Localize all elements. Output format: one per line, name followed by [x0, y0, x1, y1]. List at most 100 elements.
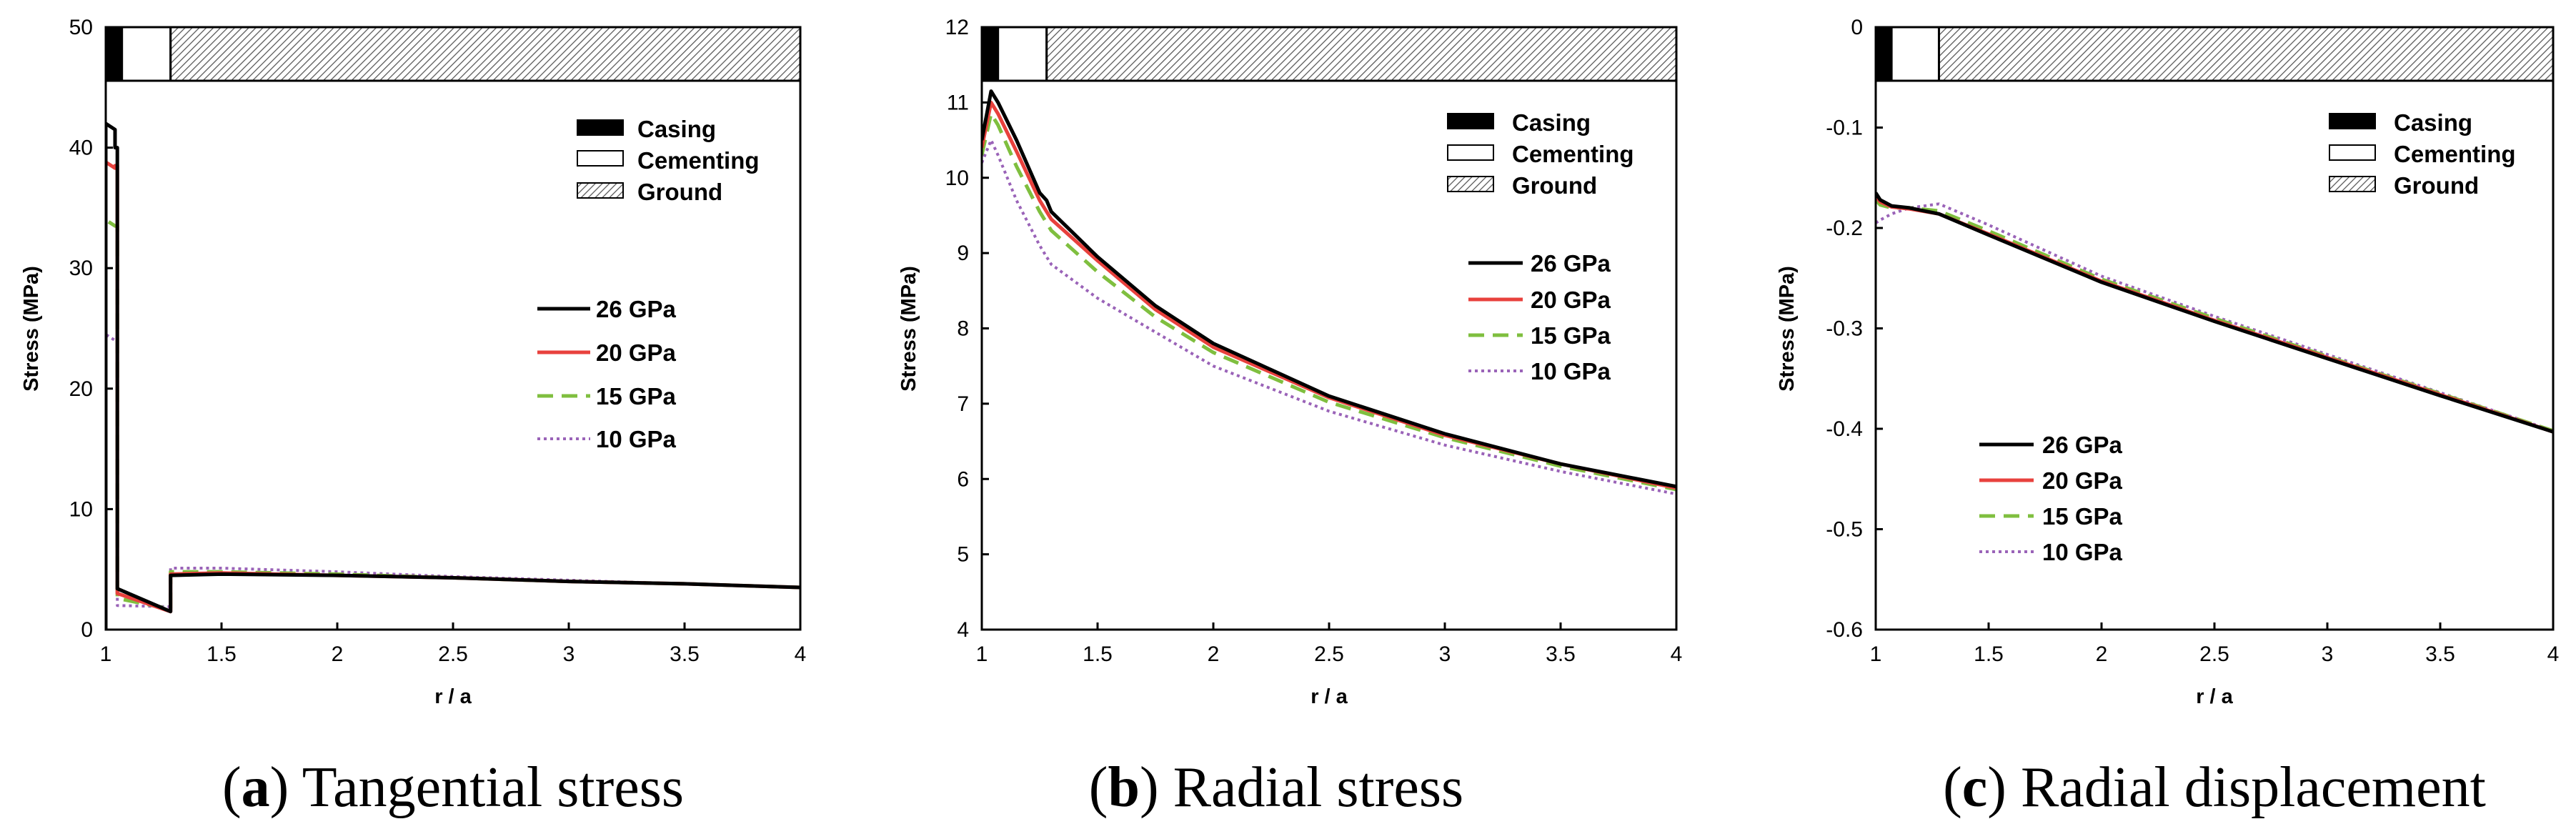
legend-label-26gpa: 26 GPa — [1531, 250, 1611, 277]
legend-label-20gpa: 20 GPa — [1531, 287, 1611, 313]
x-tick-label: 1.5 — [1974, 642, 2004, 666]
legend-label-ground: Ground — [1512, 172, 1597, 199]
legend-label-26gpa: 26 GPa — [596, 296, 677, 322]
panel-c-material-legend: Casing Cementing Ground — [2329, 109, 2516, 199]
y-tick-label: 0 — [1851, 16, 1863, 39]
material-bar-casing — [1874, 26, 1893, 82]
x-tick-label: 2.5 — [438, 642, 468, 666]
panel-c-series-legend: 26 GPa 20 GPa 15 GPa 10 GPa — [1979, 432, 2123, 565]
legend-label-ground: Ground — [637, 179, 722, 205]
panel-c-material-bars — [1874, 26, 2555, 82]
x-tick-label: 2 — [2096, 642, 2108, 666]
y-tick-label: 30 — [69, 257, 93, 280]
panel-b-lines — [982, 89, 1676, 496]
series-line-26gpa — [982, 89, 1676, 489]
material-bar-ground — [1937, 26, 2555, 82]
y-tick-label: 0 — [81, 618, 93, 642]
series-line-15gpa — [982, 111, 1676, 492]
x-tick-label: 1 — [1870, 642, 1882, 666]
legend-swatch-casing — [577, 119, 624, 136]
y-tick-label: 40 — [69, 136, 93, 160]
panel-b: 1 1.5 2 2.5 3 3.5 4 4 5 6 7 8 9 10 11 12 r / a Stress (… — [897, 16, 1682, 819]
legend-swatch-casing — [1447, 113, 1494, 129]
panel-b-series-legend: 26 GPa 20 GPa 15 GPa 10 GPa — [1468, 250, 1611, 384]
x-tick-label: 3 — [2322, 642, 2334, 666]
panel-a-lines — [106, 121, 800, 630]
legend-swatch-ground — [577, 182, 624, 199]
panel-b-xlabel: r / a — [1311, 685, 1348, 708]
y-tick-label: -0.4 — [1826, 417, 1863, 441]
legend-swatch-cementing — [577, 150, 624, 167]
x-tick-label: 3.5 — [2425, 642, 2455, 666]
y-tick-label: 5 — [957, 543, 969, 567]
panel-b-caption: (b) Radial stress — [1089, 756, 1463, 819]
x-tick-label: 2.5 — [2199, 642, 2229, 666]
legend-swatch-cementing — [2329, 144, 2376, 161]
panel-c-lines — [1876, 192, 2553, 434]
legend-label-casing: Casing — [2394, 109, 2472, 136]
panel-a-xlabel: r / a — [434, 685, 472, 708]
series-line-20gpa — [106, 160, 800, 630]
y-tick-label: 20 — [69, 377, 93, 401]
y-tick-label: 10 — [69, 497, 93, 521]
x-tick-label: 1 — [100, 642, 112, 666]
legend-label-cementing: Cementing — [2394, 141, 2516, 167]
material-bar-ground — [169, 26, 802, 82]
legend-label-15gpa: 15 GPa — [1531, 322, 1611, 349]
legend-label-10gpa: 10 GPa — [1531, 358, 1611, 384]
panel-c: 1 1.5 2 2.5 3 3.5 4 -0.6 -0.5 -0.4 -0.3 -0.2 -0.1 0 r… — [1776, 16, 2559, 819]
y-tick-label: -0.5 — [1826, 518, 1863, 542]
panel-c-caption: (c) Radial displacement — [1943, 756, 2486, 819]
panel-a-ylabel: Stress (MPa) — [20, 266, 43, 392]
material-bar-casing — [104, 26, 124, 82]
legend-label-casing: Casing — [1512, 109, 1591, 136]
x-tick-label: 1.5 — [207, 642, 237, 666]
panel-b-material-legend: Casing Cementing Ground — [1447, 109, 1634, 199]
panel-c-xlabel: r / a — [2196, 685, 2233, 708]
y-tick-label: 4 — [957, 618, 969, 642]
y-tick-label: 9 — [957, 242, 969, 265]
y-tick-label: 8 — [957, 317, 969, 341]
legend-swatch-casing — [2329, 113, 2376, 129]
legend-swatch-ground — [2329, 176, 2376, 192]
material-bar-ground — [1045, 26, 1678, 82]
panel-c-ylabel: Stress (MPa) — [1776, 266, 1799, 392]
legend-label-cementing: Cementing — [637, 147, 760, 174]
y-tick-label: -0.3 — [1826, 317, 1863, 341]
series-line-26gpa — [106, 121, 800, 630]
material-bar-cementing — [997, 26, 1048, 82]
x-tick-label: 2.5 — [1314, 642, 1344, 666]
panel-a-material-legend: Casing Cementing Ground — [577, 116, 760, 205]
legend-label-10gpa: 10 GPa — [596, 426, 677, 452]
x-tick-label: 3.5 — [670, 642, 700, 666]
legend-swatch-cementing — [1447, 144, 1494, 161]
y-tick-label: -0.2 — [1826, 217, 1863, 240]
material-bar-cementing — [121, 26, 172, 82]
legend-label-casing: Casing — [637, 116, 716, 142]
series-line-15gpa — [106, 218, 800, 630]
panel-b-ticks: 1 1.5 2 2.5 3 3.5 4 4 5 6 7 8 9 10 11 12 — [945, 16, 1683, 666]
panel-b-material-bars — [980, 26, 1678, 82]
series-line-26gpa — [1876, 192, 2553, 434]
y-tick-label: -0.6 — [1826, 618, 1863, 642]
y-tick-label: -0.1 — [1826, 116, 1863, 140]
x-tick-label: 1 — [976, 642, 988, 666]
y-tick-label: 12 — [945, 16, 969, 39]
panel-b-ylabel: Stress (MPa) — [897, 266, 920, 392]
x-tick-label: 3 — [563, 642, 575, 666]
legend-label-10gpa: 10 GPa — [2042, 539, 2123, 565]
legend-label-20gpa: 20 GPa — [596, 339, 677, 366]
legend-label-cementing: Cementing — [1512, 141, 1634, 167]
series-line-15gpa — [1876, 199, 2553, 433]
y-tick-label: 11 — [947, 91, 969, 114]
x-tick-label: 2 — [332, 642, 344, 666]
panel-a-material-bars — [104, 26, 802, 82]
series-line-10gpa — [982, 139, 1676, 496]
legend-label-26gpa: 26 GPa — [2042, 432, 2123, 458]
legend-swatch-ground — [1447, 176, 1494, 192]
panel-a-caption: (a) Tangential stress — [222, 756, 684, 819]
x-tick-label: 4 — [2547, 642, 2560, 666]
